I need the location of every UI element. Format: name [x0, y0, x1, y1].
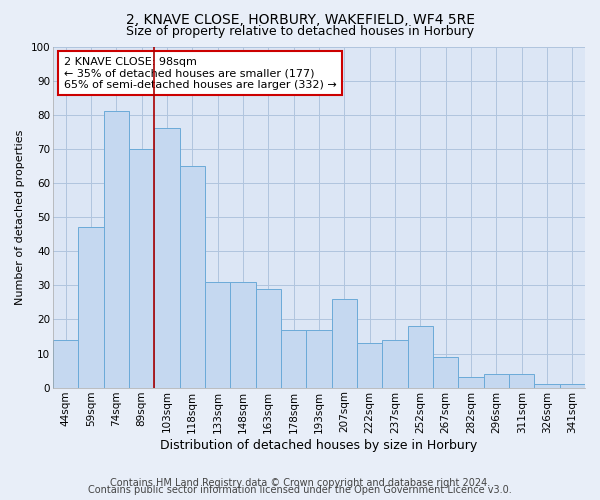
X-axis label: Distribution of detached houses by size in Horbury: Distribution of detached houses by size …	[160, 440, 478, 452]
Bar	[53, 340, 78, 388]
Bar	[205, 282, 230, 388]
Bar	[407, 326, 433, 388]
Bar	[154, 128, 179, 388]
Bar	[484, 374, 509, 388]
Bar	[535, 384, 560, 388]
Text: Contains HM Land Registry data © Crown copyright and database right 2024.: Contains HM Land Registry data © Crown c…	[110, 478, 490, 488]
Bar	[307, 330, 332, 388]
Bar	[332, 299, 357, 388]
Text: 2 KNAVE CLOSE: 98sqm
← 35% of detached houses are smaller (177)
65% of semi-deta: 2 KNAVE CLOSE: 98sqm ← 35% of detached h…	[64, 56, 337, 90]
Text: Size of property relative to detached houses in Horbury: Size of property relative to detached ho…	[126, 25, 474, 38]
Bar	[458, 378, 484, 388]
Bar	[78, 228, 104, 388]
Bar	[281, 330, 307, 388]
Bar	[104, 112, 129, 388]
Bar	[230, 282, 256, 388]
Bar	[560, 384, 585, 388]
Text: 2, KNAVE CLOSE, HORBURY, WAKEFIELD, WF4 5RE: 2, KNAVE CLOSE, HORBURY, WAKEFIELD, WF4 …	[125, 12, 475, 26]
Bar	[509, 374, 535, 388]
Text: Contains public sector information licensed under the Open Government Licence v3: Contains public sector information licen…	[88, 485, 512, 495]
Bar	[256, 288, 281, 388]
Bar	[129, 149, 154, 388]
Y-axis label: Number of detached properties: Number of detached properties	[15, 130, 25, 305]
Bar	[433, 357, 458, 388]
Bar	[179, 166, 205, 388]
Bar	[357, 344, 382, 388]
Bar	[382, 340, 407, 388]
